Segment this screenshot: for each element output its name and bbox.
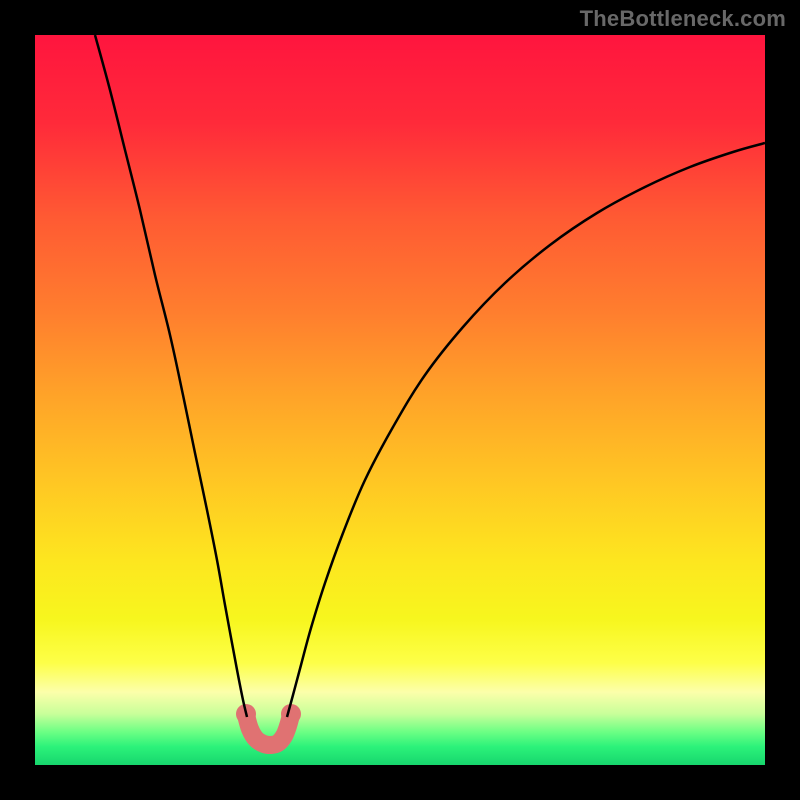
plot-area — [35, 35, 765, 765]
watermark-text: TheBottleneck.com — [580, 6, 786, 32]
curve-left — [95, 35, 247, 717]
curve-layer — [35, 35, 765, 765]
curve-right — [287, 143, 765, 717]
chart-frame: TheBottleneck.com — [0, 0, 800, 800]
